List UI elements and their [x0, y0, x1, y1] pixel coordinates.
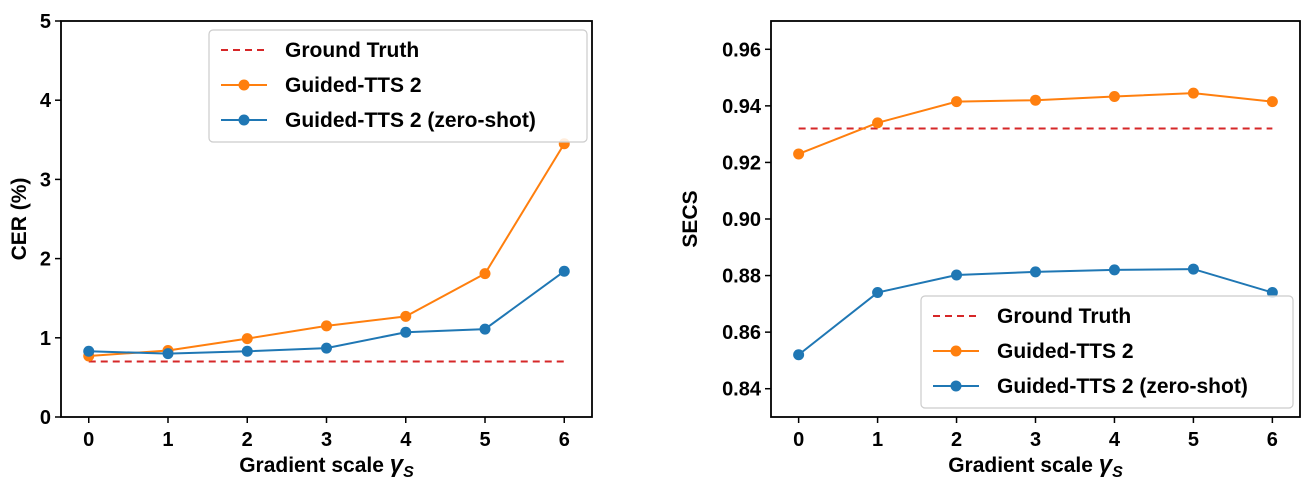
- data-point-guided-tts-2-zero-shot: [793, 349, 805, 361]
- y-axis-label: SECS: [679, 190, 702, 247]
- legend-marker-guided-tts-2-zero-shot: [950, 380, 962, 392]
- legend-label-guided-tts-2-zero-shot: Guided-TTS 2 (zero-shot): [285, 109, 536, 132]
- data-point-guided-tts-2: [400, 310, 412, 322]
- x-tick-label: 1: [162, 429, 173, 451]
- y-tick-label: 0.84: [722, 379, 762, 401]
- data-point-guided-tts-2-zero-shot: [951, 269, 963, 281]
- data-point-guided-tts-2-zero-shot: [400, 326, 412, 338]
- y-tick-label: 0.96: [722, 39, 761, 61]
- x-tick-label: 0: [83, 429, 94, 451]
- data-point-guided-tts-2: [1187, 87, 1199, 99]
- x-tick-label: 6: [559, 429, 570, 451]
- data-point-guided-tts-2-zero-shot: [162, 348, 174, 360]
- y-tick-label: 2: [40, 249, 51, 271]
- legend-label-ground-truth: Ground Truth: [285, 39, 419, 62]
- data-point-guided-tts-2: [1030, 94, 1041, 106]
- x-tick-label: 4: [1109, 429, 1121, 451]
- x-tick-label: 3: [1030, 429, 1041, 451]
- y-axis-label: CER (%): [8, 178, 31, 261]
- legend-label-guided-tts-2: Guided-TTS 2: [285, 74, 422, 97]
- data-point-guided-tts-2: [793, 148, 805, 160]
- legend-label-guided-tts-2-zero-shot: Guided-TTS 2 (zero-shot): [997, 375, 1248, 398]
- data-point-guided-tts-2-zero-shot: [321, 342, 332, 354]
- x-tick-label: 3: [321, 429, 332, 451]
- legend: Ground Truth Guided-TTS 2 Guided-TTS 2 (ze…: [920, 295, 1294, 409]
- y-tick-label: 3: [40, 169, 51, 191]
- data-point-guided-tts-2: [951, 96, 963, 108]
- legend-box: [208, 29, 588, 143]
- x-tick-label: 2: [242, 429, 253, 451]
- data-point-guided-tts-2-zero-shot: [479, 323, 491, 335]
- x-tick-label: 6: [1267, 429, 1278, 451]
- data-point-guided-tts-2: [241, 333, 253, 345]
- data-point-guided-tts-2-zero-shot: [83, 345, 95, 357]
- data-point-guided-tts-2-zero-shot: [1108, 264, 1120, 276]
- x-tick-label: 2: [951, 429, 962, 451]
- x-tick-label: 1: [872, 429, 883, 451]
- data-point-guided-tts-2: [872, 117, 884, 129]
- x-tick-label: 0: [793, 429, 804, 451]
- legend-marker-guided-tts-2-zero-shot: [238, 114, 250, 126]
- plot-frame: [60, 20, 593, 418]
- plot-frame: [770, 20, 1301, 418]
- y-tick-label: 0.94: [722, 96, 762, 118]
- data-point-guided-tts-2: [1108, 91, 1120, 103]
- y-tick-label: 0: [40, 407, 51, 429]
- x-tick-label: 4: [400, 429, 412, 451]
- data-point-guided-tts-2: [1266, 96, 1278, 108]
- data-point-guided-tts-2-zero-shot: [558, 265, 570, 277]
- legend-box: [920, 295, 1294, 409]
- x-tick-label: 5: [479, 429, 490, 451]
- data-point-guided-tts-2-zero-shot: [1266, 287, 1278, 299]
- series-line-guided-tts-2-zero-shot: [88, 270, 565, 355]
- data-point-guided-tts-2-zero-shot: [872, 287, 884, 299]
- y-tick-label: 0.88: [722, 266, 761, 288]
- y-tick-label: 5: [40, 11, 51, 33]
- x-tick-label: 5: [1188, 429, 1199, 451]
- data-point-guided-tts-2-zero-shot: [241, 345, 253, 357]
- legend-marker-guided-tts-2: [238, 79, 250, 91]
- y-tick-label: 0.92: [722, 152, 761, 174]
- legend-label-ground-truth: Ground Truth: [997, 305, 1131, 328]
- legend-label-guided-tts-2: Guided-TTS 2: [997, 340, 1134, 363]
- legend: Ground Truth Guided-TTS 2 Guided-TTS 2 (ze…: [208, 29, 588, 143]
- data-point-guided-tts-2: [321, 320, 332, 332]
- x-axis-label: Gradient scale γS: [948, 451, 1123, 481]
- data-point-guided-tts-2: [479, 268, 491, 280]
- y-tick-label: 4: [40, 90, 52, 112]
- cer-chart: 0 1 2 3 4 5 6 0 1 2 3 4 5 Gradient scale γS CER (%) Gro…: [8, 11, 593, 481]
- x-axis-label: Gradient scale γS: [239, 451, 414, 481]
- data-point-guided-tts-2-zero-shot: [1030, 266, 1041, 278]
- legend-marker-guided-tts-2: [950, 345, 962, 357]
- secs-chart: 0 1 2 3 4 5 6 0.84 0.86 0.88 0.90 0.92 0.94 0.96 Gradi…: [679, 20, 1301, 481]
- data-point-guided-tts-2-zero-shot: [1187, 263, 1199, 275]
- y-tick-label: 0.90: [722, 209, 761, 231]
- y-tick-label: 1: [40, 328, 51, 350]
- y-tick-label: 0.86: [722, 322, 761, 344]
